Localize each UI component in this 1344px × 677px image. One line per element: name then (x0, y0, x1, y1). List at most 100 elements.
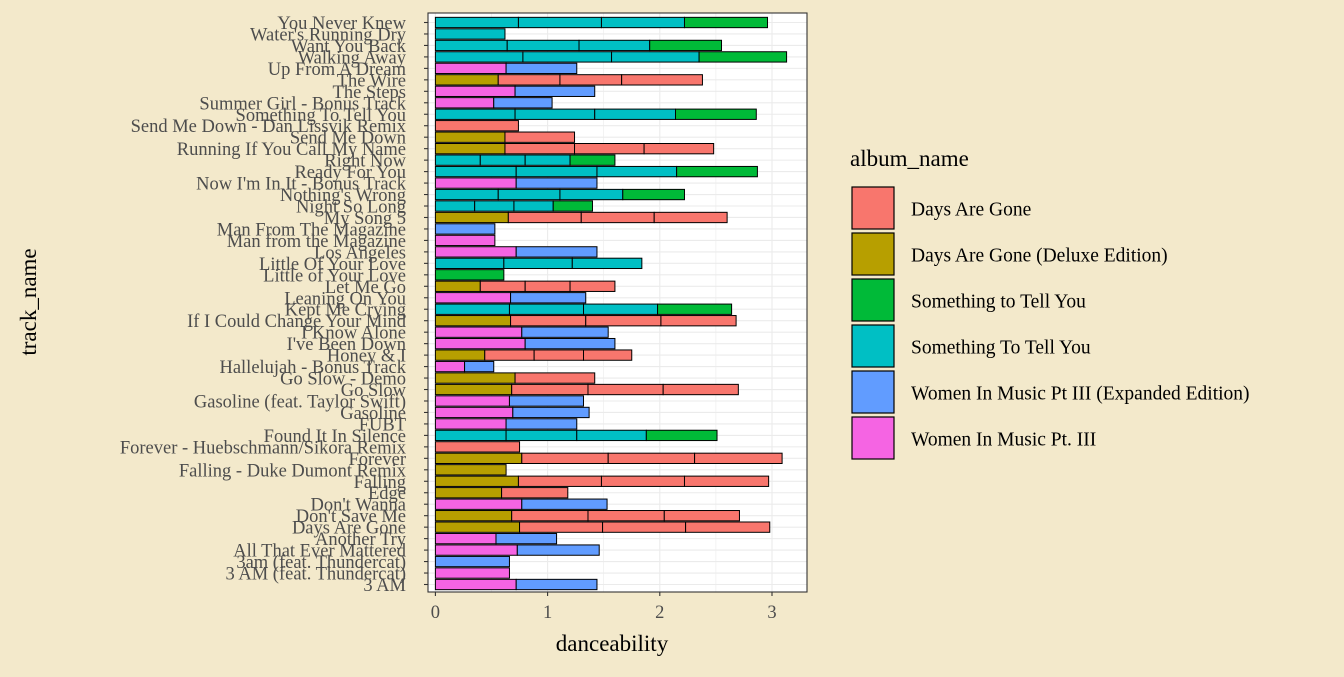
bars-layer (434, 16, 788, 591)
y-tick-label: Now I'm In It - Bonus Track (196, 175, 407, 195)
bar-segment (434, 292, 512, 304)
y-tick-label: Up From A Dream (268, 60, 407, 80)
legend-label: Something To Tell You (911, 338, 1091, 359)
y-tick-label: 3 AM (feat. Thundercat) (226, 565, 406, 585)
bar-segment (645, 429, 718, 442)
bar-segment (505, 62, 578, 75)
bar-segment (510, 315, 587, 327)
bar-segment (512, 406, 590, 419)
bar-segment (505, 418, 578, 430)
x-axis-title: danceability (556, 631, 669, 656)
bar-segment (600, 475, 685, 487)
y-tick-label: Summer Girl - Bonus Track (199, 94, 406, 114)
bar-segment (434, 510, 513, 522)
bar-segment (434, 200, 476, 212)
bar-segment (434, 280, 481, 292)
bar-segment (434, 555, 510, 568)
bar-segment (596, 165, 678, 178)
bar-segment (434, 165, 517, 178)
bar-segment (521, 326, 609, 338)
bar-segment (522, 51, 613, 63)
bar-segment (600, 16, 685, 29)
bar-segment (434, 211, 509, 224)
y-tick-label: Right Now (324, 152, 406, 172)
bar-segment (434, 303, 510, 315)
bar-segment (676, 165, 758, 178)
bar-segment (434, 498, 523, 510)
bar-segment (434, 108, 516, 120)
y-tick-label: Honey & I (327, 347, 406, 367)
bar-segment (685, 521, 771, 533)
bar-segment (587, 383, 664, 396)
bar-segment (510, 292, 587, 304)
bar-segment (434, 429, 507, 442)
bar-segment (434, 406, 514, 419)
y-tick-label: Don't Wanna (310, 496, 406, 516)
bar-segment (434, 441, 521, 453)
bar-segment (434, 143, 506, 155)
legend-label: Women In Music Pt. III (911, 430, 1096, 451)
y-tick-label: Found It In Silence (264, 427, 406, 447)
plot-border (427, 12, 808, 593)
bar-segment (583, 303, 659, 315)
y-tick-label: You Never Knew (277, 14, 406, 34)
y-tick-label: Forever - Huebschmann/Sikora Remix (120, 438, 407, 458)
y-tick-label: The Wire (337, 71, 406, 91)
bar-segment (479, 280, 526, 292)
bar-segment (434, 257, 505, 270)
bar-segment (559, 188, 624, 201)
y-tick-label: Leaning On You (284, 289, 406, 309)
bar-segment (514, 108, 596, 120)
y-tick-label: Running If You Call My Name (177, 140, 406, 160)
bar-segment (511, 383, 589, 396)
bar-segment (434, 131, 506, 143)
bar-segment (484, 349, 535, 361)
y-tick-label: Let Me Go (325, 278, 406, 298)
bar-segment (434, 315, 512, 327)
bar-segment (434, 452, 523, 464)
bar-segment (675, 108, 757, 120)
y-tick-label: Man from the Magazine (227, 232, 406, 252)
legend: album_name Days Are Gone Days Are Gone (D… (850, 146, 1250, 460)
bar-segment (569, 280, 616, 292)
bar-segment (517, 475, 602, 487)
bar-segment (474, 200, 515, 212)
legend-label: Days Are Gone (911, 200, 1031, 221)
bar-segment (569, 154, 616, 166)
y-tick-label: Los Angeles (314, 243, 406, 263)
y-tick-label: Want You Back (291, 37, 407, 57)
bar-segment (578, 39, 651, 52)
bar-segment (571, 257, 643, 270)
bar-segment (479, 154, 526, 166)
y-tick-label: Gasoline (feat. Taylor Swift) (194, 392, 406, 412)
bar-segment (514, 372, 596, 384)
x-tick-label: 0 (431, 603, 440, 623)
bar-segment (434, 521, 521, 533)
bar-segment (515, 246, 598, 258)
legend-key (851, 278, 895, 322)
bar-segment (660, 315, 737, 327)
y-tick-label: I've Been Down (287, 335, 406, 355)
bar-segment (434, 177, 517, 189)
bar-segment (515, 165, 598, 178)
bar-segment (574, 143, 645, 155)
bar-segment (501, 487, 569, 499)
y-tick-label: Forever (348, 450, 406, 470)
bar-segment (576, 429, 647, 442)
bar-segment (505, 429, 578, 442)
bar-segment (517, 16, 602, 29)
y-tick-label: 3am (feat. Thundercat) (236, 553, 406, 573)
y-tick-label: 3 AM (363, 576, 406, 596)
bar-segment (434, 269, 505, 281)
bar-segment (662, 383, 739, 396)
bar-segment (434, 567, 510, 579)
bar-segment (694, 452, 783, 464)
bar-segment (464, 360, 495, 373)
bar-segment (552, 200, 593, 212)
y-tick-label: Water's Running Dry (250, 25, 407, 45)
bar-segment (533, 349, 585, 361)
y-tick-label: Ready For You (294, 163, 406, 183)
bar-segment (521, 498, 608, 510)
legend-label: Days Are Gone (Deluxe Edition) (911, 246, 1168, 267)
